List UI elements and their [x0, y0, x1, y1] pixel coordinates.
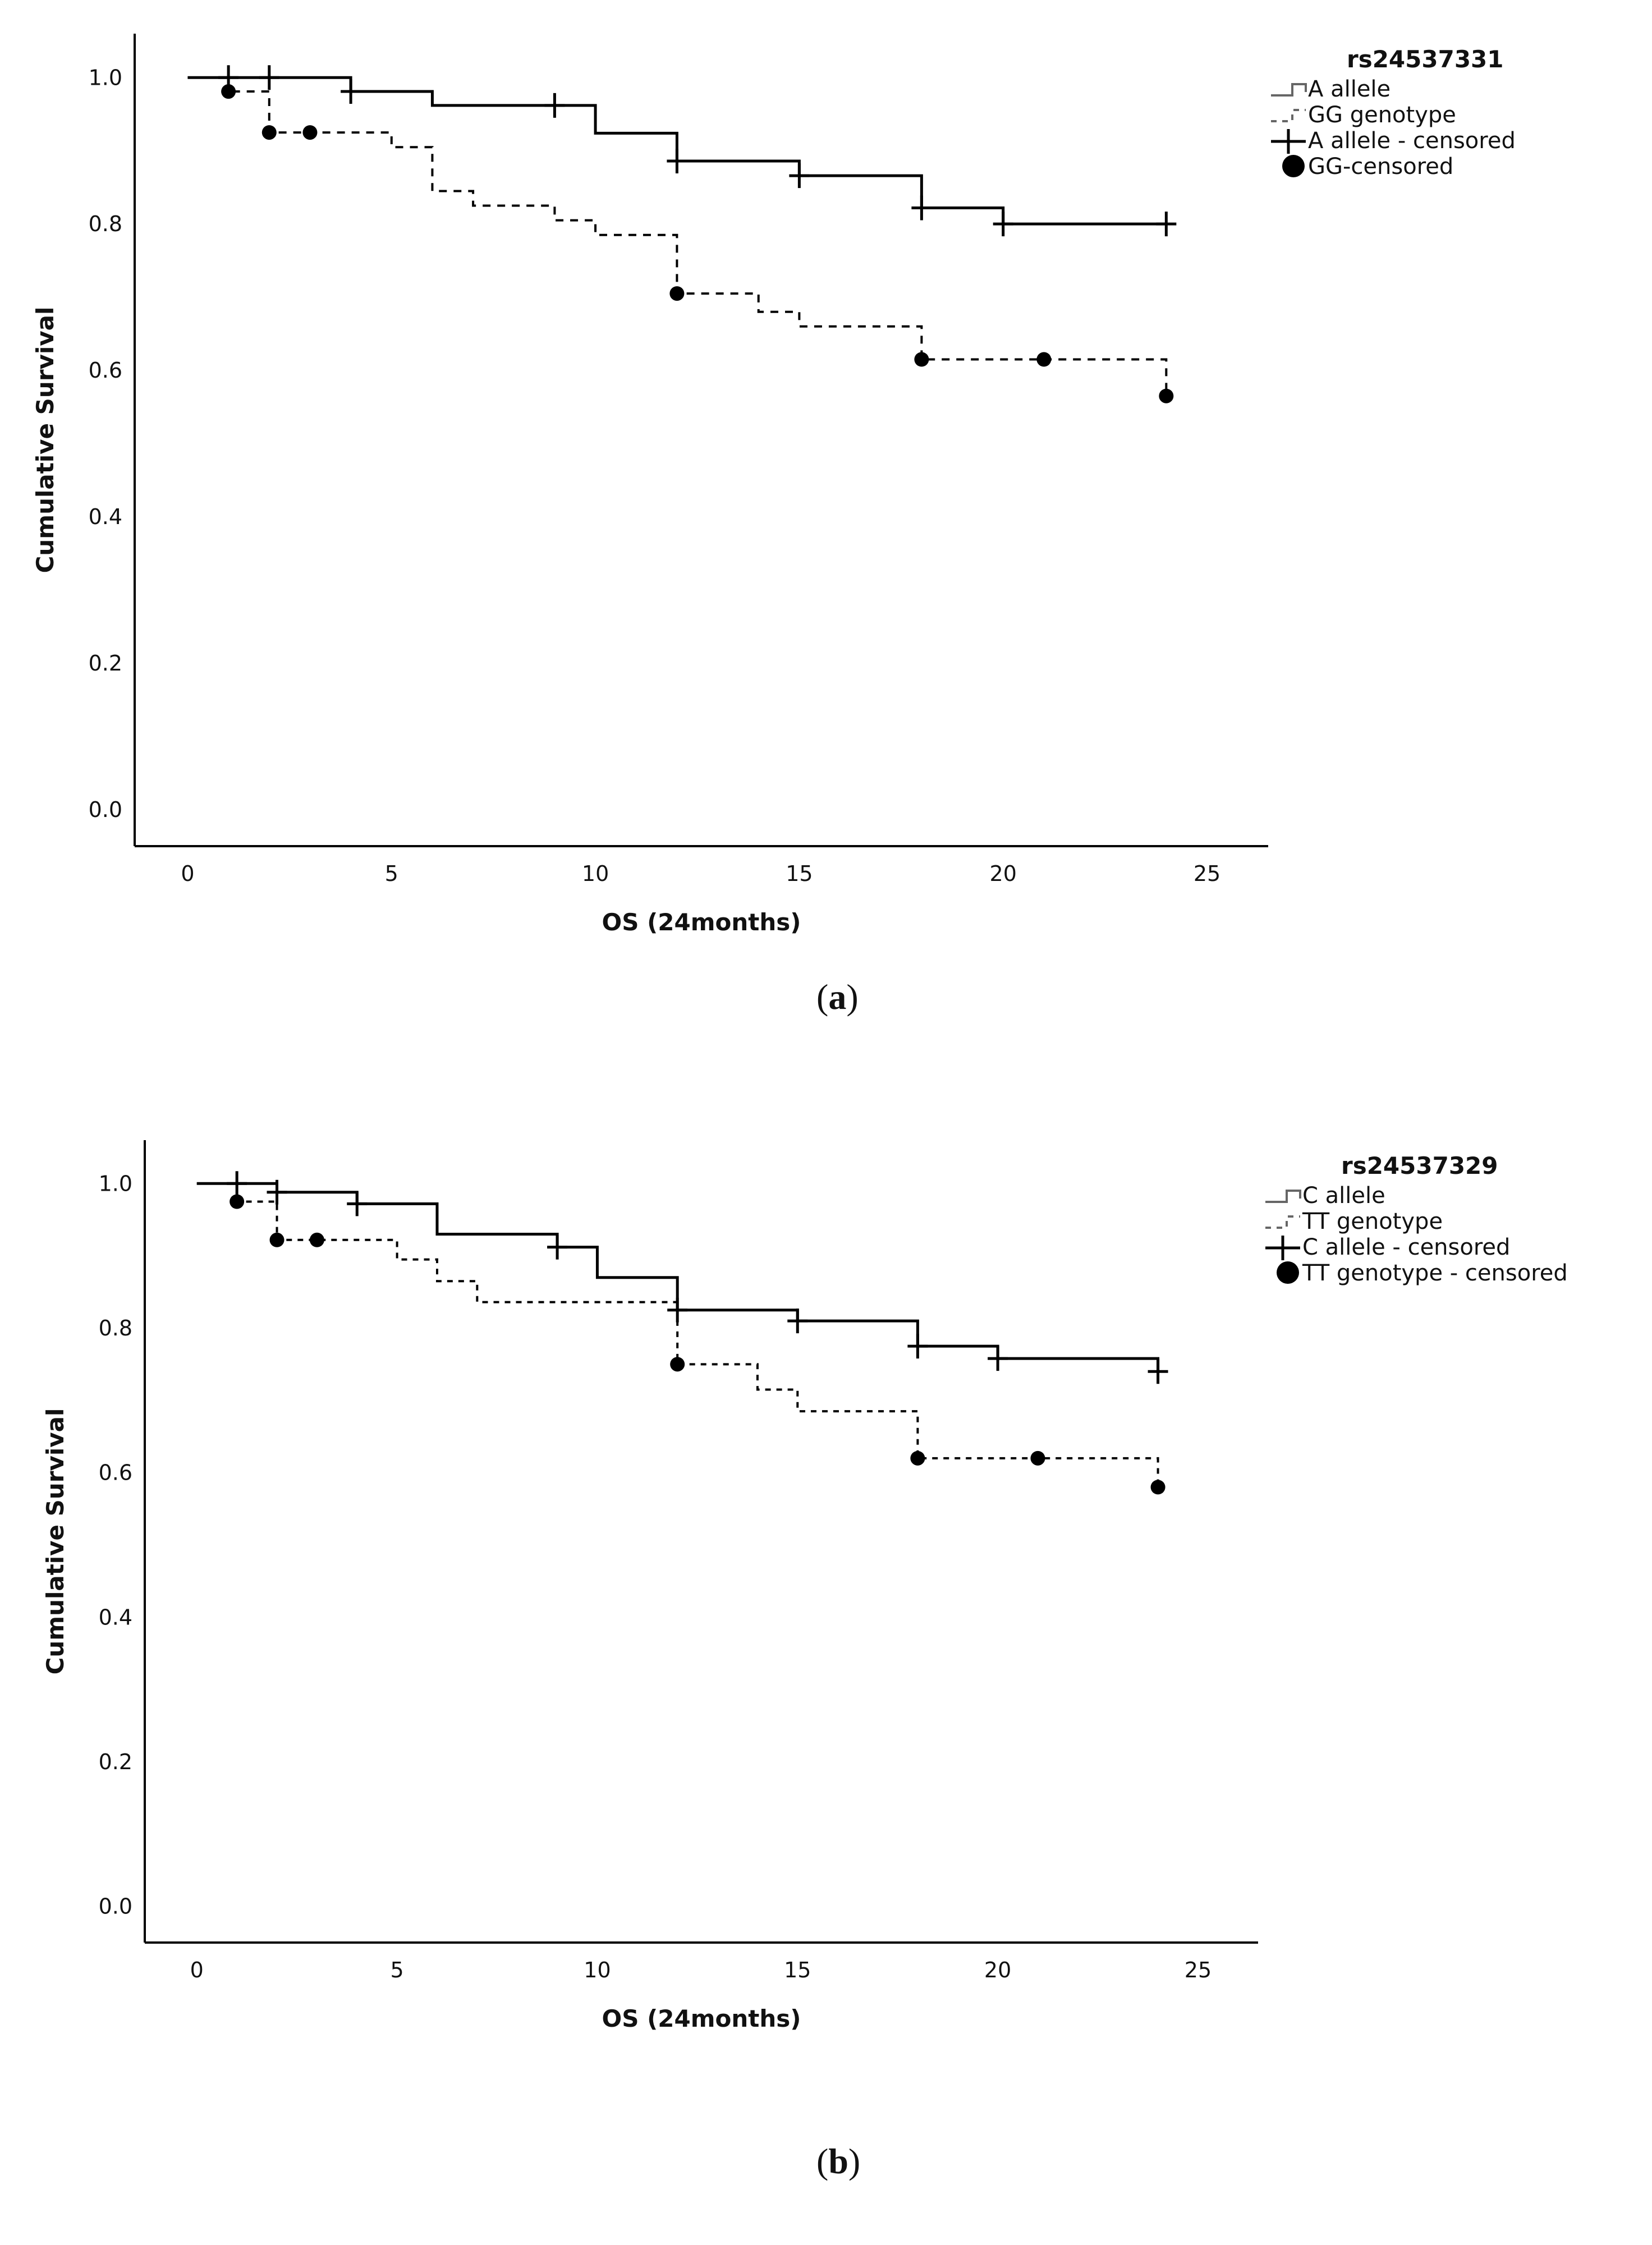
chart-0-y-tick-label: 0.6: [89, 358, 122, 383]
chart-1-legend-swatch-solid: [1265, 1190, 1301, 1203]
chart-0-y-tick-label: 1.0: [89, 65, 122, 90]
chart-0-legend-swatch-dashed: [1271, 109, 1306, 122]
chart-1-x-tick-label: 15: [784, 1958, 811, 1982]
chart-1-censor-mark-dot: [1030, 1450, 1045, 1466]
chart-1-legend-entry: C allele - censored: [1302, 1234, 1510, 1260]
chart-1-x-tick-label: 25: [1185, 1958, 1212, 1982]
chart-1-legend-swatch-dot: [1277, 1261, 1299, 1284]
chart-1-legend-entry: TT genotype: [1302, 1209, 1443, 1234]
chart-1-y-tick-label: 0.4: [99, 1605, 132, 1629]
chart-1-series-1-line: [196, 1182, 1159, 1488]
chart-1-y-tick-label: 0.6: [99, 1461, 132, 1485]
chart-1-y-tick-label: 1.0: [99, 1171, 132, 1196]
chart-0-legend-entry: GG genotype: [1308, 102, 1456, 128]
chart-0-legend-entry: A allele: [1308, 76, 1391, 102]
chart-1-legend-entry: C allele: [1302, 1183, 1385, 1209]
chart-0-y-tick-label: 0.2: [89, 651, 122, 676]
chart-panel-a: 0 5 10 15 20 25 0.0 0.2 0.4 0.6 0.8 1.0 OS (24months…: [0, 0, 1652, 1117]
chart-1-x-tick-label: 5: [391, 1958, 404, 1982]
chart-0-series-0-line: [187, 76, 1167, 226]
panel-label-b: (b): [816, 2141, 861, 2181]
chart-1-censor-mark-dot: [269, 1232, 284, 1247]
chart-1-x-axis-title: OS (24months): [602, 2005, 801, 2032]
chart-1-censor-mark-dot: [230, 1194, 245, 1209]
chart-0-censor-mark-dot: [1036, 352, 1052, 367]
chart-0-legend-entry: GG-censored: [1308, 154, 1453, 180]
chart-1-censor-mark-dot: [1150, 1480, 1165, 1495]
chart-1-y-tick-label: 0.2: [99, 1750, 132, 1774]
chart-0-series-1-line: [187, 76, 1168, 396]
chart-1-censor-mark-dot: [910, 1450, 925, 1466]
chart-0-x-tick-label: 25: [1194, 861, 1220, 886]
chart-0-x-tick-label: 0: [181, 861, 194, 886]
chart-1-x-tick-label: 0: [190, 1958, 204, 1982]
chart-0-x-axis-title: OS (24months): [602, 908, 801, 936]
chart-0-y-tick-label: 0.4: [89, 504, 122, 529]
panel-label-a: (a): [816, 977, 859, 1017]
chart-0-y-tick-label: 0.0: [89, 797, 122, 822]
chart-1-legend-entry: TT genotype - censored: [1302, 1260, 1568, 1286]
chart-0-legend-swatch-dot: [1282, 155, 1305, 177]
chart-1-legend-swatch-dashed: [1265, 1215, 1300, 1229]
chart-0-x-tick-label: 15: [786, 861, 813, 886]
chart-0-censor-mark-dot: [669, 286, 685, 301]
chart-0-y-axis-title: Cumulative Survival: [31, 307, 59, 573]
chart-0-x-tick-label: 5: [385, 861, 398, 886]
chart-1-x-tick-label: 20: [984, 1958, 1011, 1982]
chart-1-y-axis-title: Cumulative Survival: [42, 1408, 69, 1675]
km-chart-b: 0 5 10 15 20 25 0.0 0.2 0.4 0.6 0.8 1.0 OS (24months…: [42, 1140, 1568, 2032]
chart-1-y-tick-label: 0.0: [99, 1894, 132, 1919]
chart-1-censor-mark-dot: [670, 1357, 685, 1372]
chart-0-censor-mark-dot: [221, 84, 236, 99]
chart-0-legend-entry: A allele - censored: [1308, 128, 1516, 154]
chart-0-x-tick-label: 20: [990, 861, 1017, 886]
chart-0-censor-mark-dot: [261, 125, 277, 140]
chart-0-censor-mark-dot: [302, 125, 318, 140]
chart-1-y-tick-label: 0.8: [99, 1316, 132, 1340]
chart-0-y-tick-label: 0.8: [89, 212, 122, 236]
chart-1-censor-mark-dot: [309, 1232, 324, 1247]
chart-0-legend-swatch-solid: [1271, 83, 1307, 97]
chart-0-censor-mark-dot: [1159, 388, 1174, 403]
chart-1-legend-title: rs24537329: [1341, 1152, 1498, 1179]
km-chart-a: 0 5 10 15 20 25 0.0 0.2 0.4 0.6 0.8 1.0 OS (24months…: [31, 34, 1516, 936]
chart-0-x-tick-label: 10: [582, 861, 609, 886]
chart-0-censor-mark-dot: [914, 352, 929, 367]
chart-0-legend-title: rs24537331: [1347, 45, 1504, 73]
chart-1-x-tick-label: 10: [584, 1958, 611, 1982]
chart-panel-b: 0 5 10 15 20 25 0.0 0.2 0.4 0.6 0.8 1.0 OS (24months…: [0, 1122, 1652, 2244]
